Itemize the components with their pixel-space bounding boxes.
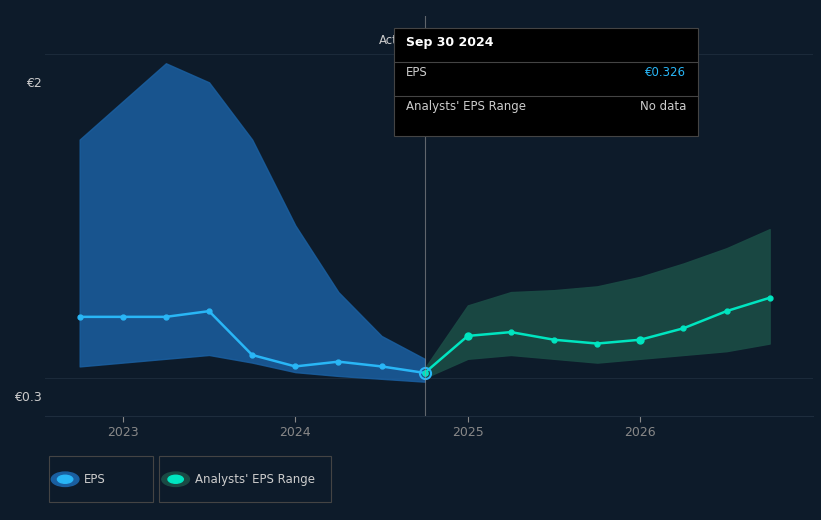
Text: Analysts Forecasts: Analysts Forecasts bbox=[433, 34, 544, 47]
Text: EPS: EPS bbox=[406, 66, 428, 79]
Circle shape bbox=[162, 472, 190, 487]
Circle shape bbox=[51, 472, 79, 487]
FancyBboxPatch shape bbox=[394, 28, 698, 136]
Text: EPS: EPS bbox=[85, 473, 106, 486]
Text: No data: No data bbox=[640, 100, 686, 113]
Circle shape bbox=[168, 475, 183, 483]
Text: €0.326: €0.326 bbox=[645, 66, 686, 79]
Text: Analysts' EPS Range: Analysts' EPS Range bbox=[406, 100, 526, 113]
Text: €0.3: €0.3 bbox=[14, 392, 41, 405]
Text: Analysts' EPS Range: Analysts' EPS Range bbox=[195, 473, 314, 486]
Text: Sep 30 2024: Sep 30 2024 bbox=[406, 36, 493, 49]
FancyBboxPatch shape bbox=[49, 456, 153, 502]
Text: €2: €2 bbox=[25, 77, 41, 90]
Circle shape bbox=[57, 475, 73, 483]
Text: Actual: Actual bbox=[379, 34, 416, 47]
FancyBboxPatch shape bbox=[158, 456, 332, 502]
